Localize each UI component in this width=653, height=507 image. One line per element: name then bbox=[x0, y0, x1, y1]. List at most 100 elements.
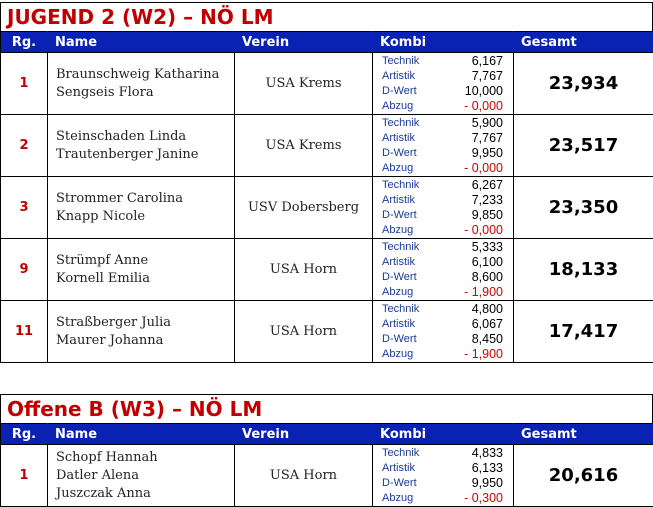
score-value: 5,333 bbox=[472, 240, 503, 255]
column-header-verein: Verein bbox=[235, 424, 373, 445]
column-header-verein: Verein bbox=[235, 32, 373, 53]
score-line: Technik 6,267 bbox=[382, 178, 503, 193]
table-title: Offene B (W3) – NÖ LM bbox=[0, 394, 653, 423]
score-value: 6,133 bbox=[472, 461, 503, 476]
score-label: Abzug bbox=[382, 347, 413, 362]
column-header-kombi: Kombi bbox=[373, 424, 514, 445]
column-header-rg: Rg. bbox=[1, 424, 48, 445]
deduction-value: - 0,000 bbox=[464, 161, 503, 176]
score-label: D-Wert bbox=[382, 146, 417, 161]
score-value: 7,767 bbox=[472, 69, 503, 84]
score-value: 9,950 bbox=[472, 146, 503, 161]
club-cell: USA Horn bbox=[235, 301, 373, 363]
total-score: 23,350 bbox=[514, 177, 653, 239]
total-score: 18,133 bbox=[514, 239, 653, 301]
athlete-name: Kornell Emilia bbox=[56, 270, 234, 288]
score-label: Artistik bbox=[382, 461, 415, 476]
club-cell: USA Horn bbox=[235, 445, 373, 507]
score-line: Abzug - 1,900 bbox=[382, 285, 503, 300]
score-value: 10,000 bbox=[465, 84, 503, 99]
score-label: Technik bbox=[382, 302, 419, 317]
deduction-value: - 0,000 bbox=[464, 99, 503, 114]
rank-cell: 9 bbox=[1, 239, 48, 301]
score-line: Technik 4,800 bbox=[382, 302, 503, 317]
score-label: Artistik bbox=[382, 193, 415, 208]
deduction-value: - 1,900 bbox=[464, 285, 503, 300]
deduction-value: - 0,300 bbox=[464, 491, 503, 506]
score-line: D-Wert 9,950 bbox=[382, 146, 503, 161]
total-score: 17,417 bbox=[514, 301, 653, 363]
column-header-name: Name bbox=[48, 424, 235, 445]
score-label: Artistik bbox=[382, 317, 415, 332]
athlete-name: Knapp Nicole bbox=[56, 208, 234, 226]
score-line: Abzug- 1,900 bbox=[382, 347, 503, 362]
score-line: Artistik 7,767 bbox=[382, 69, 503, 84]
score-value: 9,950 bbox=[472, 476, 503, 491]
score-value: 6,267 bbox=[472, 178, 503, 193]
athlete-name: Juszczak Anna bbox=[56, 485, 234, 503]
score-value: 4,800 bbox=[472, 302, 503, 317]
score-label: Technik bbox=[382, 178, 419, 193]
score-line: Artistik 6,100 bbox=[382, 255, 503, 270]
rank-cell: 11 bbox=[1, 301, 48, 363]
athlete-name: Straßberger Julia bbox=[56, 314, 234, 332]
score-label: Artistik bbox=[382, 255, 415, 270]
score-value: 5,900 bbox=[472, 116, 503, 131]
score-label: Technik bbox=[382, 240, 419, 255]
athlete-name: Datler Alena bbox=[56, 467, 234, 485]
score-value: 9,850 bbox=[472, 208, 503, 223]
score-value: 7,767 bbox=[472, 131, 503, 146]
athlete-name: Strommer Carolina bbox=[56, 190, 234, 208]
score-value: 8,600 bbox=[472, 270, 503, 285]
total-score: 23,934 bbox=[514, 53, 653, 115]
score-label: Abzug bbox=[382, 491, 413, 506]
score-line: Abzug- 0,000 bbox=[382, 223, 503, 238]
score-label: Artistik bbox=[382, 69, 415, 84]
rank-cell: 3 bbox=[1, 177, 48, 239]
score-label: D-Wert bbox=[382, 84, 417, 99]
column-header-kombi: Kombi bbox=[373, 32, 514, 53]
club-cell: USA Horn bbox=[235, 239, 373, 301]
score-label: D-Wert bbox=[382, 270, 417, 285]
athlete-name: Strümpf Anne bbox=[56, 252, 234, 270]
score-line: Abzug- 0,000 bbox=[382, 99, 503, 114]
total-score: 23,517 bbox=[514, 115, 653, 177]
score-line: D-Wert 9,850 bbox=[382, 208, 503, 223]
athlete-name: Trautenberger Janine bbox=[56, 146, 234, 164]
column-header-gesamt: Gesamt bbox=[514, 32, 653, 53]
score-label: D-Wert bbox=[382, 208, 417, 223]
column-header-name: Name bbox=[48, 32, 235, 53]
score-value: 4,833 bbox=[472, 446, 503, 461]
column-header-gesamt: Gesamt bbox=[514, 424, 653, 445]
club-cell: USV Dobersberg bbox=[235, 177, 373, 239]
score-value: 6,100 bbox=[472, 255, 503, 270]
score-value: 8,450 bbox=[472, 332, 503, 347]
athlete-name: Schopf Hannah bbox=[56, 449, 234, 467]
score-label: Abzug bbox=[382, 285, 413, 300]
